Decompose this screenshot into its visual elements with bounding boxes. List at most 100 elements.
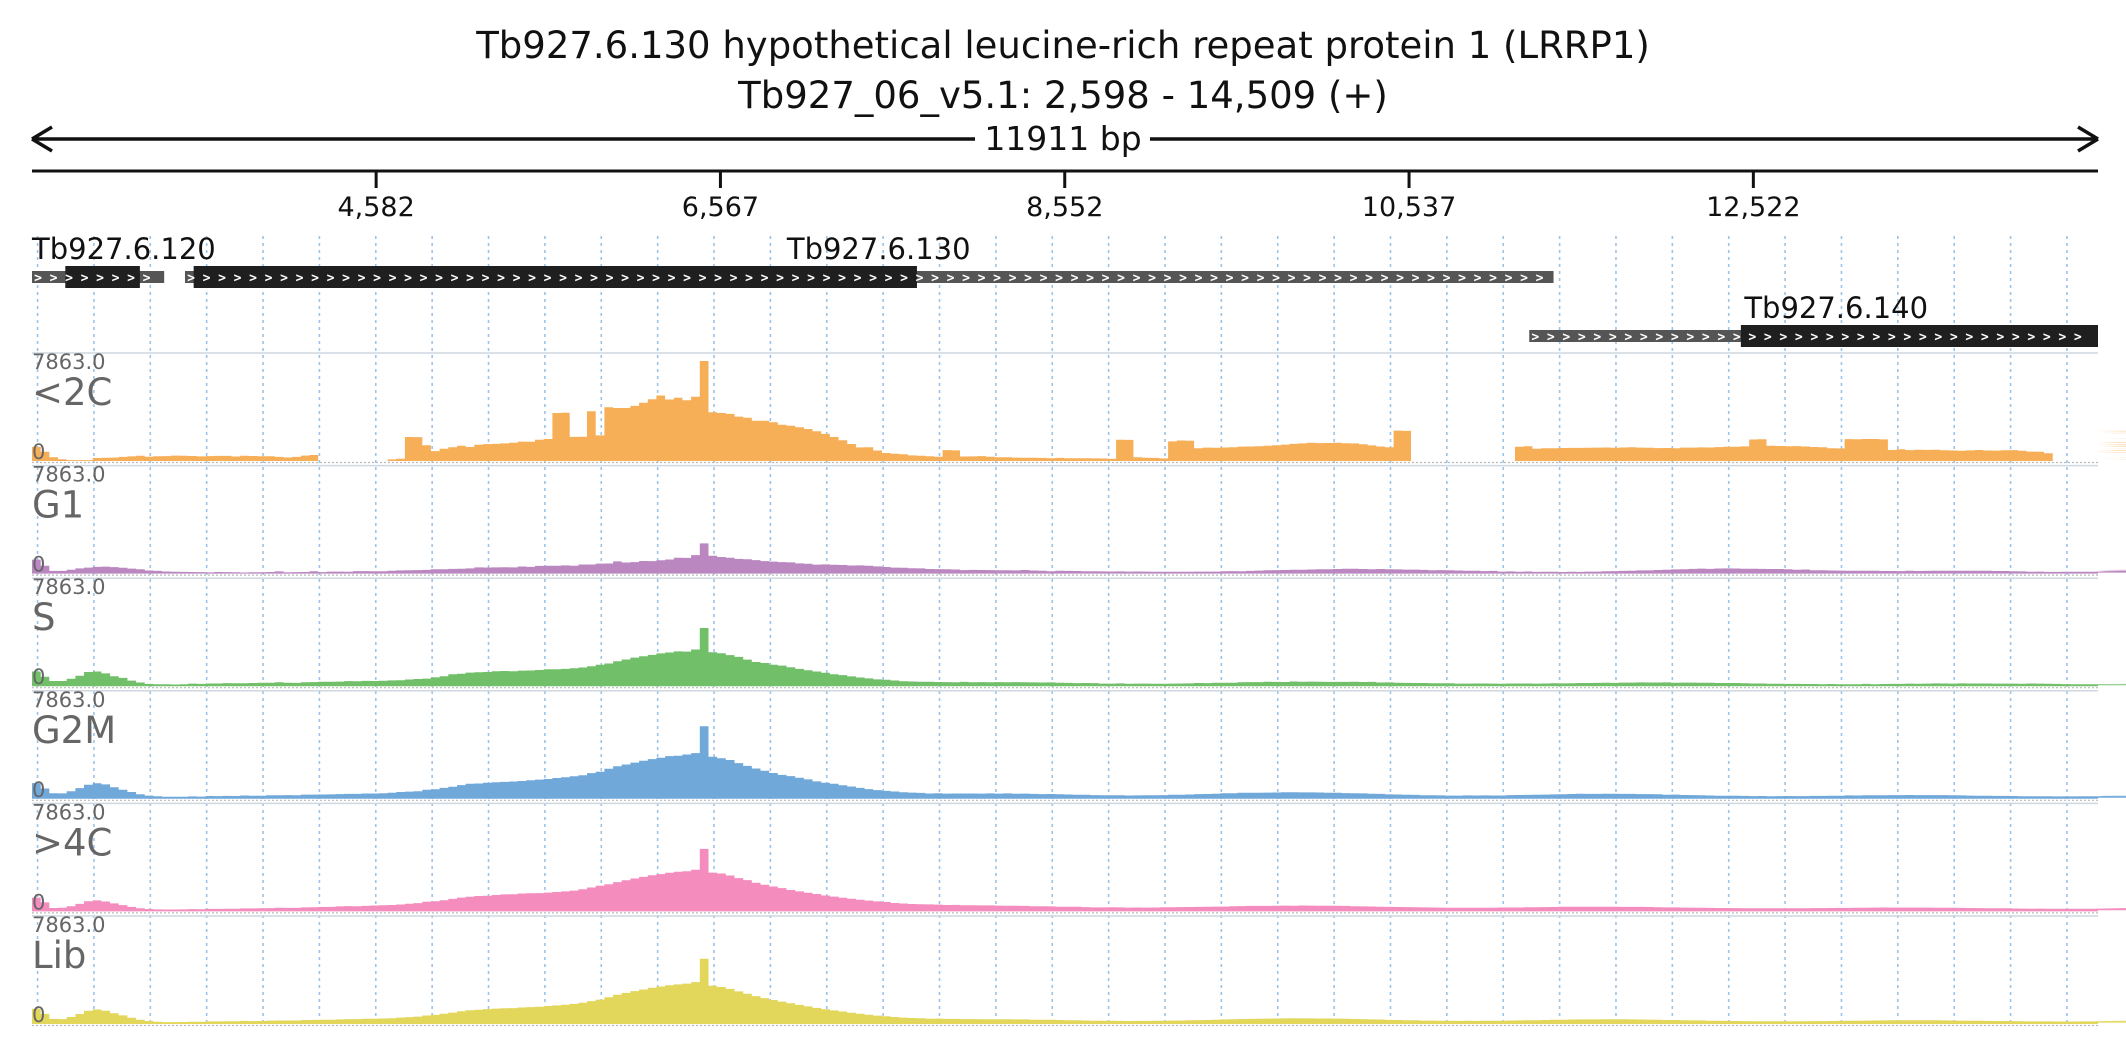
- strand-chevron: >: [234, 271, 242, 286]
- track-min-label: 0: [32, 440, 45, 464]
- strand-chevron: >: [1458, 271, 1466, 286]
- strand-chevron: >: [1195, 271, 1203, 286]
- strand-chevron: >: [916, 271, 924, 286]
- strand-chevron: >: [1241, 271, 1249, 286]
- strand-chevron: >: [249, 271, 257, 286]
- strand-chevron: >: [528, 271, 536, 286]
- strand-chevron: >: [1164, 271, 1172, 286]
- gene-tb927-6-130: > > > > > > > > > > > > > > > > > > > > > > > > > > > > > > > > > > > > > > > >…: [184, 232, 1554, 288]
- strand-chevron: >: [544, 271, 552, 286]
- gene-label: Tb927.6.120: [31, 232, 216, 266]
- strand-chevron: >: [1624, 330, 1632, 345]
- strand-chevron: >: [1117, 271, 1125, 286]
- strand-chevron: >: [606, 271, 614, 286]
- strand-chevron: >: [962, 271, 970, 286]
- strand-chevron: >: [1764, 330, 1772, 345]
- coverage-tracks: 7863.0<2C07863.0G107863.0S07863.0G2M0786…: [32, 350, 2126, 1027]
- strand-chevron: >: [978, 271, 986, 286]
- strand-chevron: >: [1443, 271, 1451, 286]
- strand-chevron: >: [311, 271, 319, 286]
- strand-chevron: >: [621, 271, 629, 286]
- strand-chevron: >: [1841, 330, 1849, 345]
- strand-chevron: >: [1562, 330, 1570, 345]
- strand-chevron: >: [127, 271, 135, 286]
- strand-chevron: >: [1593, 330, 1601, 345]
- strand-chevron: >: [1334, 271, 1342, 286]
- track-max-label: 7863.0: [32, 913, 105, 937]
- strand-chevron: >: [1826, 330, 1834, 345]
- strand-chevron: >: [96, 271, 104, 286]
- strand-chevron: >: [1671, 330, 1679, 345]
- strand-chevron: >: [699, 271, 707, 286]
- strand-chevron: >: [1655, 330, 1663, 345]
- gene-models: > > > > > > > >Tb927.6.120> > > > > > > > > > > > > > > > > > > > >…: [31, 232, 2098, 347]
- gene-cds: [1740, 325, 2098, 347]
- x-tick-label: 10,537: [1362, 192, 1456, 223]
- strand-chevron: >: [497, 271, 505, 286]
- coverage-area: [32, 543, 2126, 574]
- x-axis-ticks: 4,582 6,567 8,552 10,537 12,522: [337, 171, 1801, 223]
- strand-chevron: >: [1717, 330, 1725, 345]
- strand-chevron: >: [1505, 271, 1513, 286]
- track-name: Lib: [32, 934, 86, 977]
- strand-chevron: >: [575, 271, 583, 286]
- strand-chevron: >: [327, 271, 335, 286]
- span-label: 11911 bp: [984, 119, 1141, 158]
- strand-chevron: >: [1888, 330, 1896, 345]
- strand-chevron: >: [1257, 271, 1265, 286]
- gene-cds: [193, 266, 917, 288]
- strand-chevron: >: [1071, 271, 1079, 286]
- coverage-area: [32, 361, 2126, 461]
- strand-chevron: >: [218, 271, 226, 286]
- chart-title: Tb927.6.130 hypothetical leucine-rich re…: [475, 24, 1650, 67]
- strand-chevron: >: [50, 271, 58, 286]
- strand-chevron: >: [854, 271, 862, 286]
- strand-chevron: >: [342, 271, 350, 286]
- strand-chevron: >: [1934, 330, 1942, 345]
- strand-chevron: >: [869, 271, 877, 286]
- strand-chevron: >: [993, 271, 1001, 286]
- strand-chevron: >: [1381, 271, 1389, 286]
- strand-chevron: >: [1872, 330, 1880, 345]
- strand-chevron: >: [807, 271, 815, 286]
- strand-chevron: >: [1996, 330, 2004, 345]
- strand-chevron: >: [1412, 271, 1420, 286]
- strand-chevron: >: [2012, 330, 2020, 345]
- strand-chevron: >: [1810, 330, 1818, 345]
- gene-tb927-6-120: > > > > > > > > Tb927.6.120: [31, 232, 216, 288]
- strand-chevron: >: [1350, 271, 1358, 286]
- strand-chevron: >: [2027, 330, 2035, 345]
- strand-chevron: >: [637, 271, 645, 286]
- strand-chevron: >: [792, 271, 800, 286]
- strand-chevron: >: [931, 271, 939, 286]
- strand-chevron: >: [1055, 271, 1063, 286]
- track-min-label: 0: [32, 553, 45, 577]
- gene-label: Tb927.6.140: [1743, 291, 1928, 325]
- strand-chevron: >: [34, 271, 42, 286]
- track-name: >4C: [32, 821, 112, 864]
- strand-chevron: >: [81, 271, 89, 286]
- strand-chevron: >: [265, 271, 273, 286]
- gridlines: [36, 236, 2068, 1022]
- strand-chevron: >: [2043, 330, 2051, 345]
- strand-chevron: >: [513, 271, 521, 286]
- strand-chevron: >: [1640, 330, 1648, 345]
- track-min-label: 0: [32, 1003, 45, 1027]
- strand-chevron: >: [143, 271, 151, 286]
- gene-label: Tb927.6.130: [786, 232, 971, 266]
- strand-chevron: >: [947, 271, 955, 286]
- strand-chevron: >: [823, 271, 831, 286]
- track-s: 7863.0S 0: [32, 575, 2126, 689]
- strand-chevron: >: [730, 271, 738, 286]
- strand-chevron: >: [435, 271, 443, 286]
- strand-chevron: >: [1288, 271, 1296, 286]
- coverage-area: [32, 726, 2126, 799]
- strand-chevron: >: [900, 271, 908, 286]
- strand-chevron: >: [1489, 271, 1497, 286]
- track-name: G1: [32, 484, 84, 527]
- strand-chevron: >: [404, 271, 412, 286]
- strand-chevron: >: [1733, 330, 1741, 345]
- strand-chevron: >: [1779, 330, 1787, 345]
- gene-cds: [65, 266, 140, 288]
- strand-chevron: >: [1474, 271, 1482, 286]
